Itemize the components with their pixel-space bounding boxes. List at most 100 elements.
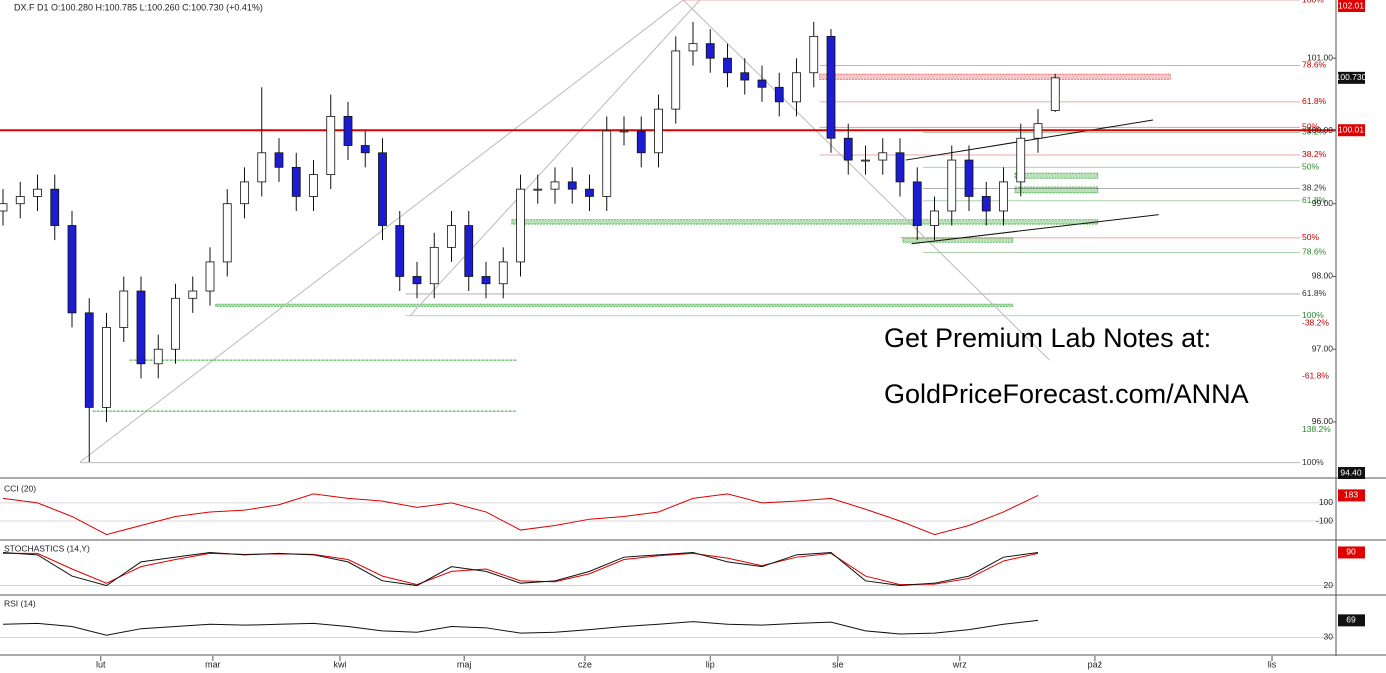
candle-body xyxy=(654,108,663,154)
fib-label: 50% xyxy=(1302,162,1319,172)
fib-label: -38.2% xyxy=(1302,317,1329,327)
candle-body xyxy=(947,159,957,212)
trend-line xyxy=(911,214,1159,245)
price-tag: 94.40 xyxy=(1340,467,1362,477)
candle-body xyxy=(895,152,905,183)
x-tick-label: lip xyxy=(706,659,715,669)
candle-body xyxy=(809,35,819,74)
candle-body xyxy=(84,312,94,408)
fib-label: 61.8% xyxy=(1302,288,1327,298)
candle-body xyxy=(999,181,1008,212)
candle-body xyxy=(33,188,42,197)
candle-body xyxy=(964,159,974,197)
candle-body xyxy=(498,261,508,285)
close-tag-box xyxy=(1338,71,1365,84)
fib-label: 100% xyxy=(1302,0,1324,4)
x-tick-label: wrz xyxy=(952,659,967,669)
candle-body xyxy=(585,188,594,197)
fib-label: 38.2% xyxy=(1302,127,1327,137)
candle-body xyxy=(705,43,715,59)
candle-body xyxy=(136,290,146,365)
candle-body xyxy=(757,79,767,88)
candle-body xyxy=(188,290,198,299)
indicator-line xyxy=(2,619,1039,636)
fib-label: 61.8% xyxy=(1302,195,1327,205)
y-tick-label: 98.00 xyxy=(1312,271,1334,281)
candle-body xyxy=(550,181,560,190)
zone xyxy=(1014,186,1099,194)
candle-body xyxy=(378,152,387,226)
indicator-line xyxy=(2,493,1039,536)
indicator-tag: 69 xyxy=(1346,615,1356,625)
candle-body xyxy=(309,174,318,197)
candle-body xyxy=(343,116,353,146)
candle-body xyxy=(619,130,629,133)
fib-label: 100% xyxy=(1302,457,1324,467)
candle-body xyxy=(412,276,422,285)
trend-line xyxy=(409,0,701,317)
chart-header: DX.F D1 O:100.280 H:100.785 L:100.260 C:… xyxy=(14,2,263,12)
candle-body xyxy=(171,297,180,350)
candle-body xyxy=(395,225,405,277)
y-tick-label: 101.00 xyxy=(1307,52,1333,62)
candle-body xyxy=(240,181,249,205)
fib-label: 61.8% xyxy=(1302,96,1327,106)
zone xyxy=(215,303,1014,307)
trend-line xyxy=(905,119,1154,161)
indicator-tag-box xyxy=(1338,614,1365,627)
candle-body xyxy=(688,43,698,52)
candle-body xyxy=(1016,137,1026,183)
fib-label: 38.2% xyxy=(1302,149,1327,159)
candle-body xyxy=(723,57,732,74)
candle-body xyxy=(792,72,801,103)
price-tag-box xyxy=(1338,467,1365,479)
candle-body xyxy=(205,261,215,292)
x-tick-label: sie xyxy=(832,659,844,669)
fib-label: -61.8% xyxy=(1302,370,1329,380)
candle-body xyxy=(1033,123,1043,139)
indicator-tag-box xyxy=(1338,546,1365,559)
price-tag-box xyxy=(1338,0,1365,12)
x-tick-label: mar xyxy=(205,659,221,669)
candle-body xyxy=(429,246,439,285)
candle-body xyxy=(481,276,491,285)
candle-body xyxy=(636,130,646,154)
y-tick-label: 100.00 xyxy=(1307,125,1333,135)
candle-body xyxy=(774,86,784,103)
pane-title: RSI (14) xyxy=(4,598,36,608)
candle-body xyxy=(360,145,370,154)
candle-body xyxy=(447,225,456,248)
trend-line xyxy=(79,0,684,463)
candle-body xyxy=(274,152,284,168)
candle-body xyxy=(153,348,163,365)
zone xyxy=(819,73,1171,80)
ref-tag-box xyxy=(1338,124,1365,137)
candle-body xyxy=(326,116,336,176)
zone xyxy=(511,219,1099,225)
x-tick-label: cze xyxy=(578,659,592,669)
candle-body xyxy=(119,290,129,328)
candle-body xyxy=(912,181,922,226)
fib-label: 100% xyxy=(1302,310,1324,320)
candle-body xyxy=(602,130,612,197)
candle-body xyxy=(861,159,870,162)
close-tag: 100.730 xyxy=(1336,72,1367,82)
fib-label: 78.6% xyxy=(1302,60,1327,70)
candle-body xyxy=(0,203,8,212)
x-tick-label: lut xyxy=(96,659,106,669)
ref-tag: 100.01 xyxy=(1338,124,1364,134)
indicator-tag: 90 xyxy=(1346,547,1356,557)
watermark: GoldPriceForecast.com/ANNA xyxy=(884,379,1249,409)
candle-body xyxy=(15,196,25,205)
pane-title: CCI (20) xyxy=(4,483,36,493)
y-tick-label: 96.00 xyxy=(1312,416,1334,426)
candle-body xyxy=(516,188,525,263)
candle-body xyxy=(67,225,77,314)
indicator-line xyxy=(2,551,1039,587)
x-tick-label: kwi xyxy=(333,659,346,669)
y-tick-label: 20 xyxy=(1324,580,1334,590)
candle-body xyxy=(843,137,853,161)
candle-body xyxy=(671,50,681,110)
y-tick-label: 30 xyxy=(1324,632,1334,642)
